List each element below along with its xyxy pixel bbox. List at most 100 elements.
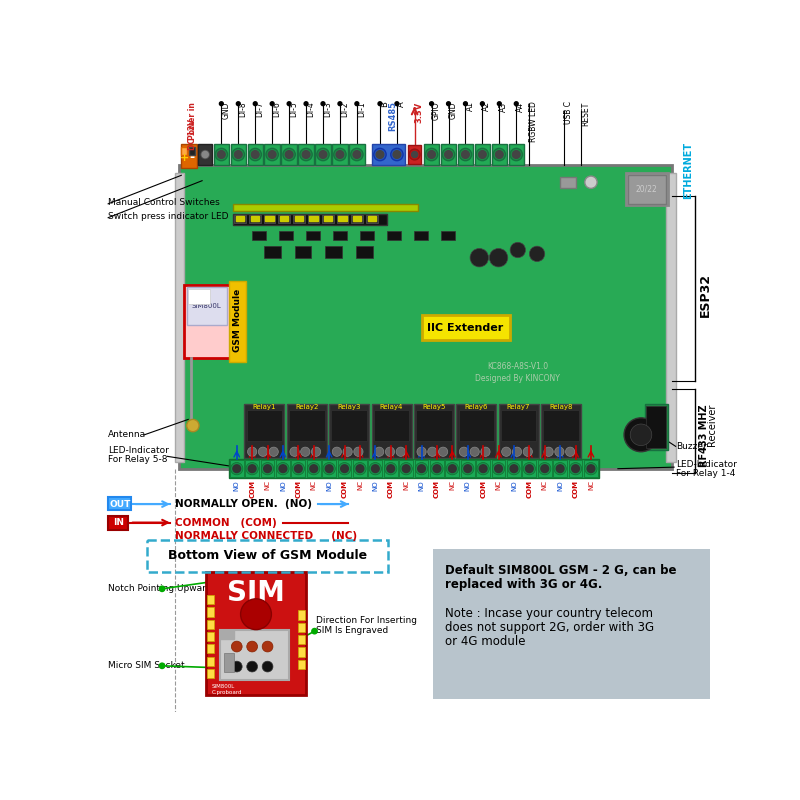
Circle shape	[492, 462, 505, 475]
Bar	[541, 404, 581, 458]
Text: GPIO: GPIO	[431, 102, 441, 120]
Text: DI-8: DI-8	[238, 102, 247, 117]
Circle shape	[476, 148, 489, 161]
Bar	[261, 460, 274, 477]
Circle shape	[374, 447, 384, 456]
Circle shape	[218, 150, 226, 158]
Bar	[337, 215, 349, 223]
Circle shape	[234, 150, 242, 158]
Text: Relay4: Relay4	[380, 404, 403, 410]
Text: DI-1: DI-1	[357, 102, 366, 117]
Text: replaced with 3G or 4G.: replaced with 3G or 4G.	[445, 578, 602, 591]
Text: A4: A4	[516, 102, 526, 111]
Text: RESET: RESET	[581, 102, 590, 126]
Circle shape	[353, 150, 361, 158]
Circle shape	[490, 249, 508, 267]
Text: COM: COM	[573, 480, 578, 498]
Bar	[458, 144, 473, 166]
Circle shape	[233, 465, 241, 473]
Bar	[356, 246, 373, 258]
Bar	[422, 315, 510, 340]
Bar	[224, 653, 234, 672]
Text: KC868-A8S-V1.0: KC868-A8S-V1.0	[487, 362, 548, 371]
Circle shape	[307, 462, 320, 475]
Circle shape	[510, 242, 526, 258]
Circle shape	[202, 151, 208, 158]
Bar	[384, 460, 398, 477]
Text: Notch Pointing Upwards: Notch Pointing Upwards	[108, 584, 216, 594]
Bar	[628, 174, 666, 204]
Bar	[349, 144, 365, 166]
Circle shape	[513, 150, 520, 158]
Circle shape	[338, 102, 342, 106]
Circle shape	[301, 447, 310, 456]
Text: NO: NO	[557, 480, 563, 491]
Bar	[230, 460, 244, 477]
Text: Micro SIM Socket: Micro SIM Socket	[108, 662, 185, 670]
Text: NO: NO	[234, 480, 240, 491]
Text: 20/22: 20/22	[635, 185, 658, 194]
Circle shape	[290, 447, 299, 456]
Circle shape	[570, 462, 582, 475]
Circle shape	[374, 148, 386, 161]
Text: RF433 MHZ: RF433 MHZ	[698, 404, 709, 466]
Text: COM: COM	[388, 480, 394, 498]
Bar	[446, 460, 459, 477]
Bar	[332, 144, 348, 166]
Text: IIC Extender: IIC Extender	[427, 322, 503, 333]
Text: or 4G module: or 4G module	[445, 635, 525, 648]
Circle shape	[418, 465, 426, 473]
Bar	[414, 460, 429, 477]
Circle shape	[554, 462, 566, 475]
Circle shape	[376, 150, 384, 158]
Text: COMMON   (COM): COMMON (COM)	[175, 518, 277, 527]
Text: Relay2: Relay2	[295, 404, 318, 410]
Circle shape	[248, 465, 256, 473]
Bar	[108, 497, 131, 510]
Circle shape	[463, 102, 467, 106]
Circle shape	[387, 465, 394, 473]
Bar	[246, 410, 282, 441]
Text: For Relay 1-4: For Relay 1-4	[676, 469, 735, 478]
Text: NORMALLY OPEN.  (NO): NORMALLY OPEN. (NO)	[175, 499, 312, 509]
Text: Relay5: Relay5	[422, 404, 446, 410]
Circle shape	[249, 148, 262, 161]
Bar	[371, 404, 411, 458]
Text: NO: NO	[465, 480, 470, 491]
Circle shape	[587, 465, 595, 473]
Circle shape	[270, 102, 274, 106]
Circle shape	[262, 661, 273, 672]
Text: NC: NC	[265, 480, 270, 490]
Bar	[501, 410, 536, 441]
Circle shape	[566, 447, 574, 456]
Circle shape	[538, 462, 551, 475]
Circle shape	[371, 465, 379, 473]
Text: NO: NO	[280, 480, 286, 491]
Circle shape	[396, 447, 406, 456]
Bar	[645, 404, 668, 450]
Text: Antenna: Antenna	[108, 430, 146, 439]
Text: A: A	[397, 102, 406, 107]
Text: IN: IN	[113, 518, 124, 527]
Bar	[108, 517, 128, 530]
Text: COM: COM	[342, 480, 347, 498]
Bar	[476, 460, 490, 477]
Bar	[182, 144, 197, 168]
Circle shape	[470, 447, 479, 456]
Circle shape	[231, 641, 242, 652]
Text: Default SIM800L GSM - 2 G, can be: Default SIM800L GSM - 2 G, can be	[445, 564, 676, 577]
Bar	[207, 607, 214, 617]
Circle shape	[302, 150, 310, 158]
Bar	[249, 215, 261, 223]
Circle shape	[311, 447, 321, 456]
Text: OUT: OUT	[109, 499, 130, 509]
Circle shape	[428, 447, 437, 456]
Bar	[492, 144, 507, 166]
Bar	[184, 285, 230, 358]
Text: NO: NO	[511, 480, 517, 491]
Bar	[207, 669, 214, 678]
Text: SIM800L
C.proboard: SIM800L C.proboard	[212, 684, 242, 695]
Bar	[264, 246, 281, 258]
Bar	[433, 549, 710, 699]
Polygon shape	[220, 630, 234, 639]
